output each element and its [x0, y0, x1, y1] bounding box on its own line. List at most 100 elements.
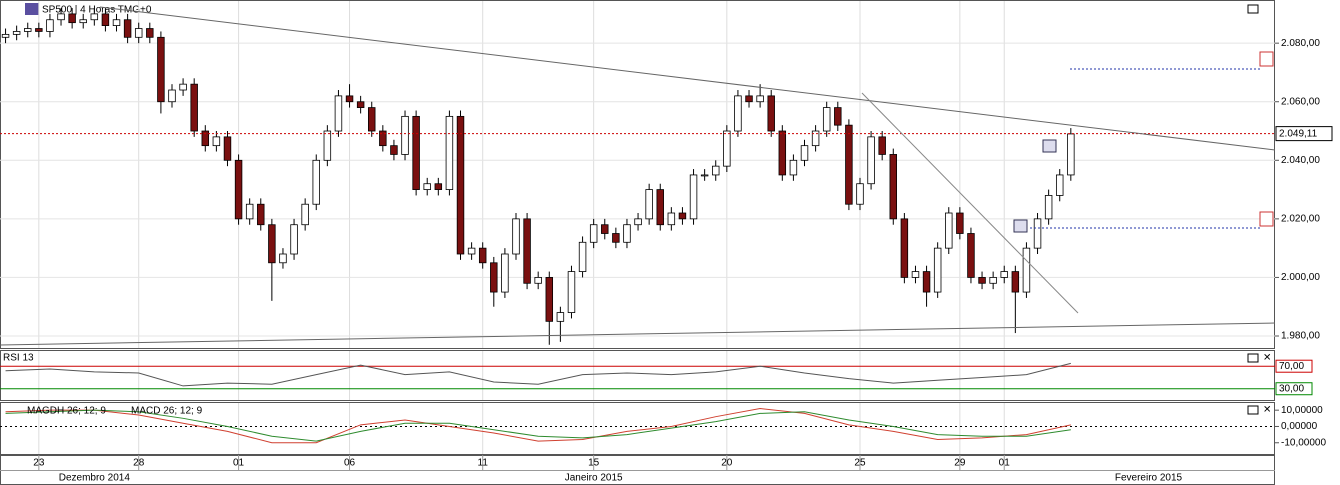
- candle-body: [900, 218, 909, 278]
- candle-body: [478, 247, 487, 264]
- candle-body: [201, 130, 210, 147]
- y-tick-label: 1.980,00: [1281, 331, 1320, 342]
- candle-body: [645, 189, 653, 220]
- candle-body: [146, 28, 154, 38]
- candle-body: [123, 19, 132, 38]
- candle-body: [523, 218, 531, 284]
- candle-body: [623, 224, 631, 243]
- candle-body: [279, 253, 287, 264]
- candle-body: [245, 203, 254, 220]
- rsi-label[interactable]: RSI 13: [3, 353, 34, 364]
- y-tick-label: 70,00: [1279, 361, 1304, 372]
- candle-body: [1067, 133, 1075, 176]
- candle-body: [856, 183, 864, 205]
- close-button[interactable]: ✕: [1263, 405, 1271, 416]
- candle-body: [1044, 195, 1053, 220]
- macd-panel: [0, 402, 1275, 455]
- maximize-button[interactable]: [1247, 353, 1259, 363]
- signal-icon[interactable]: [1042, 139, 1057, 153]
- candle-body: [978, 277, 986, 284]
- candle-body: [434, 183, 443, 190]
- month-label: Fevereiro 2015: [1115, 473, 1183, 484]
- macd-line: [5, 409, 1071, 442]
- candle-body: [678, 212, 687, 220]
- candle-body: [301, 203, 309, 226]
- candle-body: [57, 13, 65, 21]
- x-tick-label: 29: [954, 458, 966, 469]
- rsi-level-box: [1275, 359, 1313, 373]
- candle-body: [412, 115, 420, 190]
- trend-line: [99, 6, 1276, 151]
- macd-legend[interactable]: MAGDH 26; 12; 9: [27, 406, 106, 417]
- rsi-level-box: [1275, 382, 1313, 396]
- candle-body: [1033, 218, 1042, 249]
- last-price-box: [1275, 126, 1333, 142]
- candle-body: [534, 277, 542, 284]
- maximize-button[interactable]: [1247, 405, 1259, 415]
- candle-body: [601, 224, 609, 234]
- macd-legend[interactable]: MACD 26; 12; 9: [131, 406, 203, 417]
- candle-body: [689, 174, 698, 220]
- candle-body: [90, 13, 99, 21]
- candle-body: [456, 115, 465, 255]
- candle-body: [578, 241, 587, 272]
- x-tick-label: 25: [854, 458, 866, 469]
- candle-body: [612, 233, 620, 243]
- candle-body: [35, 28, 43, 32]
- x-tick-label: 20: [721, 458, 733, 469]
- macd-line: [5, 408, 1071, 444]
- candle-body: [878, 136, 886, 155]
- y-tick-label: 2.060,00: [1281, 96, 1320, 107]
- candle-body: [545, 277, 554, 322]
- candle-body: [811, 130, 820, 147]
- y-tick-label: 10,00000: [1281, 405, 1323, 416]
- candle-body: [423, 183, 431, 190]
- candle-body: [945, 212, 953, 249]
- candle-body: [911, 271, 920, 278]
- candle-body: [756, 95, 764, 103]
- candle-body: [834, 107, 842, 126]
- candle-body: [1011, 271, 1020, 293]
- y-tick-label: -10,00000: [1281, 437, 1326, 448]
- candle-body: [667, 212, 676, 226]
- candle-body: [157, 36, 165, 103]
- candle-body: [68, 13, 76, 24]
- candle-body: [745, 95, 753, 103]
- candle-body: [956, 212, 964, 234]
- candle-body: [1000, 271, 1008, 278]
- candle-body: [1, 33, 10, 38]
- order-icon[interactable]: [1259, 51, 1274, 67]
- candle-body: [845, 124, 853, 205]
- candle-body: [767, 95, 775, 132]
- chart-title: SP500 | 4 Horas TMG+0: [42, 5, 152, 16]
- candle-body: [512, 218, 520, 255]
- candle-body: [445, 115, 454, 190]
- x-tick-label: 11: [478, 458, 489, 469]
- candle-body: [212, 136, 221, 147]
- maximize-button[interactable]: [1247, 4, 1259, 14]
- candle-body: [723, 130, 731, 167]
- y-tick-label: 2.080,00: [1281, 38, 1320, 49]
- candle-body: [889, 154, 898, 220]
- candle-body: [312, 159, 320, 205]
- candle-body: [656, 189, 664, 226]
- rsi-line: [5, 362, 1071, 387]
- close-button[interactable]: ✕: [1263, 353, 1271, 364]
- candle-body: [24, 28, 32, 32]
- candle-body: [12, 31, 21, 35]
- y-tick-label: 2.020,00: [1281, 214, 1320, 225]
- signal-icon[interactable]: [1013, 219, 1028, 233]
- x-tick-label: 23: [33, 458, 45, 469]
- order-icon[interactable]: [1259, 211, 1274, 227]
- candle-body: [1022, 247, 1031, 293]
- candle-body: [567, 271, 576, 313]
- candle-body: [134, 28, 143, 38]
- candle-body: [390, 145, 398, 155]
- y-tick-label: 2.000,00: [1281, 272, 1320, 283]
- candle-body: [323, 130, 332, 161]
- trend-line: [0, 322, 1276, 346]
- candle-body: [1055, 174, 1064, 196]
- candle-body: [257, 203, 265, 226]
- x-tick-label: 15: [588, 458, 600, 469]
- candle-body: [168, 89, 176, 103]
